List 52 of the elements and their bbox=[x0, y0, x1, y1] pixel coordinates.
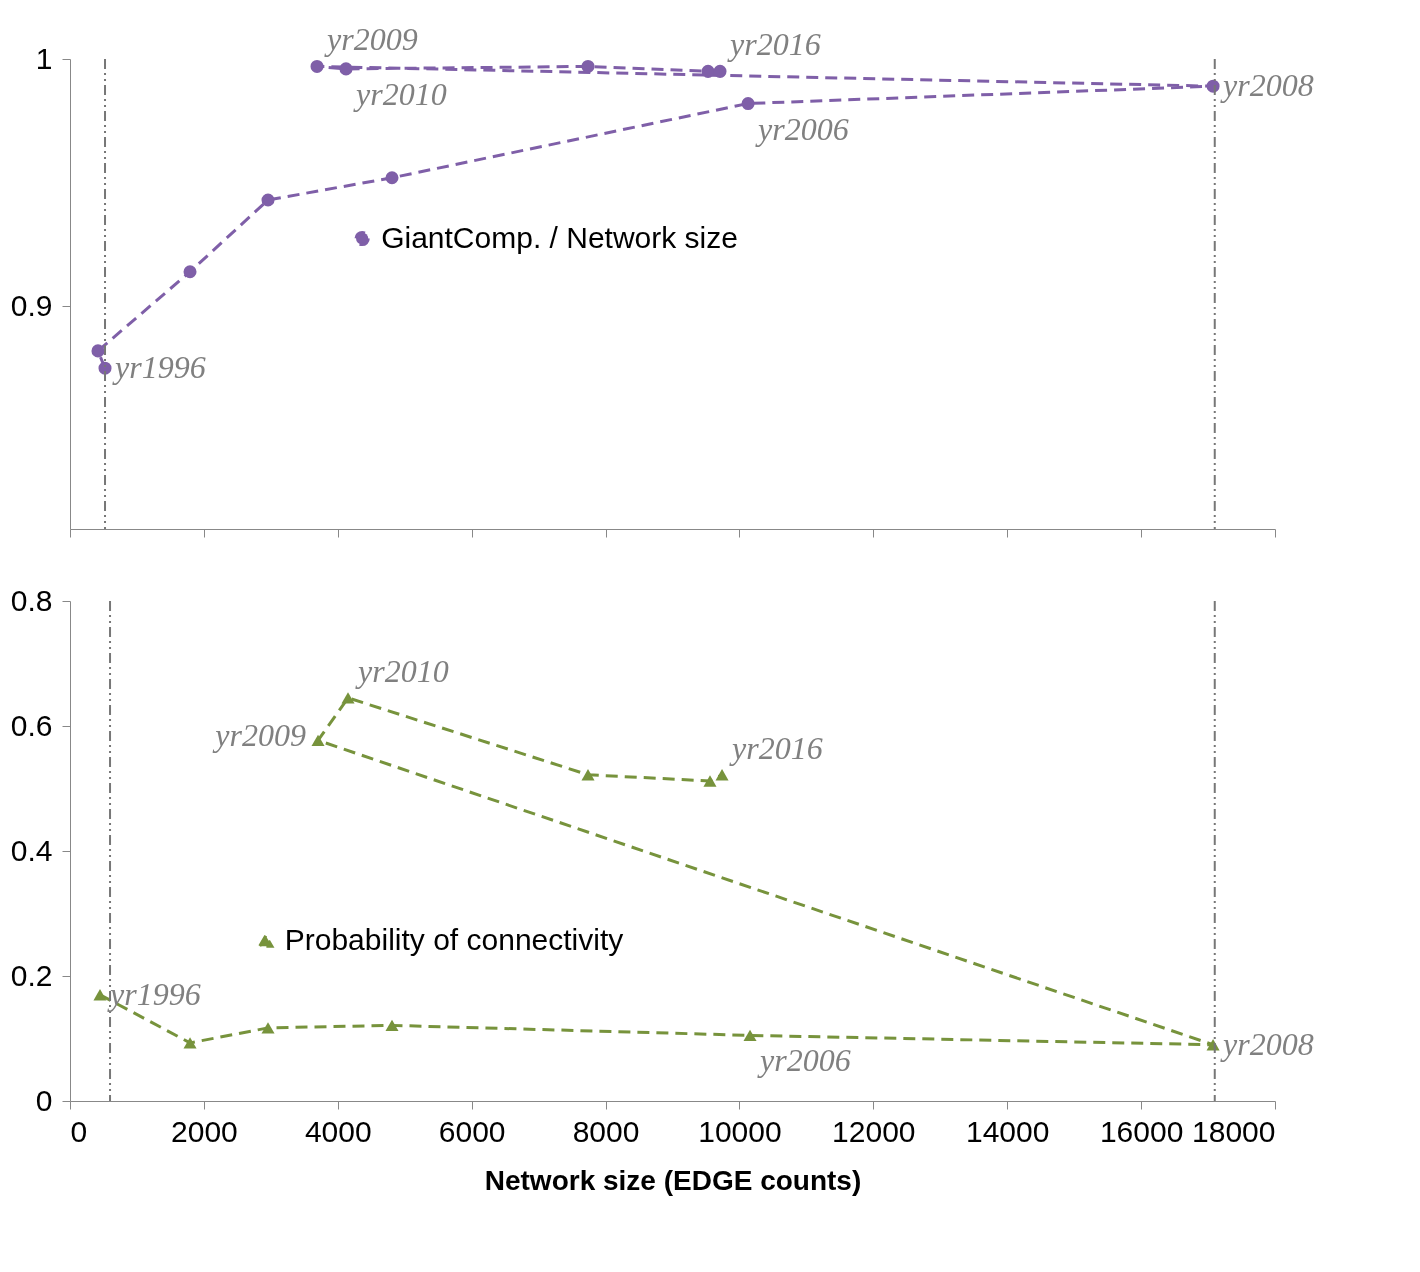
point bbox=[261, 193, 275, 207]
point bbox=[703, 775, 717, 787]
point bbox=[341, 692, 355, 704]
x-tick-label: 14000 bbox=[966, 1114, 1050, 1148]
annotation: yr2010 bbox=[353, 75, 447, 112]
point bbox=[183, 265, 197, 279]
x-axis-title: Network size (EDGE counts) bbox=[484, 1164, 862, 1196]
y-tick-label: 0 bbox=[35, 1083, 53, 1117]
point bbox=[385, 171, 399, 185]
annotation: yr1996 bbox=[106, 975, 201, 1012]
annotation: yr2016 bbox=[729, 729, 823, 766]
y-tick-label: 0.8 bbox=[10, 583, 53, 617]
point bbox=[743, 1029, 757, 1042]
x-tick-label: 2000 bbox=[171, 1114, 238, 1148]
x-tick-label: 6000 bbox=[438, 1114, 506, 1148]
y-tick-label: 0.6 bbox=[10, 708, 53, 742]
point bbox=[715, 769, 729, 781]
point bbox=[91, 344, 105, 358]
point bbox=[183, 1037, 197, 1049]
legend-label: Probability of connectivity bbox=[284, 923, 624, 956]
annotation: yr1996 bbox=[112, 349, 206, 386]
point bbox=[311, 734, 325, 747]
annotation: yr2008 bbox=[1220, 1025, 1314, 1062]
point bbox=[701, 64, 715, 78]
x-tick-label: 12000 bbox=[832, 1114, 916, 1148]
x-tick-label: 4000 bbox=[304, 1114, 372, 1148]
y-tick-label: 0.9 bbox=[10, 288, 53, 322]
y-tick-label: 0.4 bbox=[10, 833, 53, 867]
y-tick-label: 1 bbox=[35, 41, 53, 75]
annotation: yr2010 bbox=[355, 652, 449, 689]
point bbox=[581, 59, 595, 73]
annotation: yr2009 bbox=[324, 21, 418, 58]
annotation: yr2006 bbox=[757, 1042, 851, 1079]
point bbox=[385, 1019, 399, 1032]
point bbox=[310, 59, 324, 73]
point bbox=[261, 1022, 275, 1034]
x-tick-label: 16000 bbox=[1099, 1114, 1184, 1148]
annotation: yr2008 bbox=[1220, 67, 1314, 104]
annotation: yr2006 bbox=[755, 110, 849, 147]
point bbox=[581, 769, 595, 781]
x-tick-label: 8000 bbox=[572, 1114, 640, 1148]
annotation: yr2016 bbox=[727, 26, 821, 63]
point bbox=[713, 64, 727, 78]
point bbox=[741, 97, 755, 111]
x-tick-label: 10000 bbox=[698, 1114, 782, 1148]
y-tick-label: 0.2 bbox=[10, 958, 53, 992]
point bbox=[93, 989, 107, 1001]
legend-label: GiantComp. / Network size bbox=[381, 220, 738, 254]
x-tick-label: 18000 bbox=[1192, 1114, 1276, 1148]
annotation: yr2009 bbox=[212, 717, 307, 754]
x-tick-label: 0 bbox=[70, 1114, 88, 1148]
point bbox=[339, 62, 353, 76]
